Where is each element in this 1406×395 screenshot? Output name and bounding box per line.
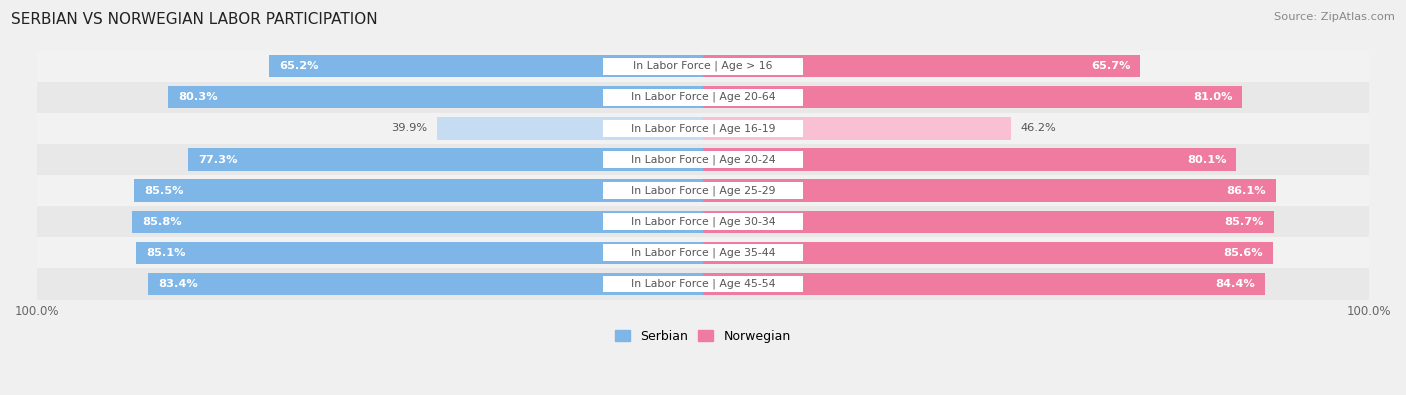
Bar xyxy=(136,242,703,264)
Bar xyxy=(703,86,1243,109)
Text: 65.7%: 65.7% xyxy=(1091,61,1130,71)
Bar xyxy=(37,144,1369,175)
Text: 77.3%: 77.3% xyxy=(198,154,238,164)
Text: 39.9%: 39.9% xyxy=(391,123,427,134)
Text: 86.1%: 86.1% xyxy=(1226,186,1267,196)
Bar xyxy=(603,213,803,230)
Bar xyxy=(37,51,1369,82)
Text: 81.0%: 81.0% xyxy=(1192,92,1232,102)
Text: In Labor Force | Age 16-19: In Labor Force | Age 16-19 xyxy=(631,123,775,134)
Text: In Labor Force | Age 30-34: In Labor Force | Age 30-34 xyxy=(631,216,775,227)
Bar xyxy=(37,82,1369,113)
Bar xyxy=(703,148,1236,171)
Bar xyxy=(37,175,1369,206)
Bar xyxy=(703,211,1274,233)
Text: 84.4%: 84.4% xyxy=(1215,279,1256,289)
Text: 80.1%: 80.1% xyxy=(1187,154,1226,164)
Text: In Labor Force | Age 20-64: In Labor Force | Age 20-64 xyxy=(631,92,775,102)
Bar xyxy=(603,120,803,137)
Bar xyxy=(269,55,703,77)
Bar xyxy=(703,117,1011,139)
Bar xyxy=(603,245,803,261)
Text: In Labor Force | Age 25-29: In Labor Force | Age 25-29 xyxy=(631,185,775,196)
Text: In Labor Force | Age 35-44: In Labor Force | Age 35-44 xyxy=(631,248,775,258)
Text: 46.2%: 46.2% xyxy=(1021,123,1056,134)
Bar xyxy=(37,206,1369,237)
Bar xyxy=(37,269,1369,299)
Text: In Labor Force | Age > 16: In Labor Force | Age > 16 xyxy=(633,61,773,71)
Bar xyxy=(703,242,1272,264)
Text: 83.4%: 83.4% xyxy=(157,279,197,289)
Bar xyxy=(703,179,1277,202)
Bar xyxy=(134,179,703,202)
Text: 65.2%: 65.2% xyxy=(278,61,318,71)
Bar xyxy=(437,117,703,139)
Text: In Labor Force | Age 20-24: In Labor Force | Age 20-24 xyxy=(631,154,775,165)
Bar xyxy=(148,273,703,295)
Bar xyxy=(603,89,803,105)
Text: Source: ZipAtlas.com: Source: ZipAtlas.com xyxy=(1274,12,1395,22)
Bar xyxy=(169,86,703,109)
Bar xyxy=(603,58,803,75)
Legend: Serbian, Norwegian: Serbian, Norwegian xyxy=(610,325,796,348)
Bar xyxy=(703,273,1265,295)
Bar xyxy=(37,113,1369,144)
Bar xyxy=(132,211,703,233)
Text: 85.8%: 85.8% xyxy=(142,217,181,227)
Bar xyxy=(188,148,703,171)
Bar xyxy=(603,276,803,292)
Bar xyxy=(603,182,803,199)
Text: SERBIAN VS NORWEGIAN LABOR PARTICIPATION: SERBIAN VS NORWEGIAN LABOR PARTICIPATION xyxy=(11,12,378,27)
Text: 85.6%: 85.6% xyxy=(1223,248,1263,258)
Text: 85.7%: 85.7% xyxy=(1225,217,1264,227)
Bar xyxy=(703,55,1140,77)
Text: In Labor Force | Age 45-54: In Labor Force | Age 45-54 xyxy=(631,279,775,289)
Bar xyxy=(37,237,1369,269)
Bar xyxy=(603,151,803,168)
Text: 85.5%: 85.5% xyxy=(143,186,183,196)
Text: 80.3%: 80.3% xyxy=(179,92,218,102)
Text: 85.1%: 85.1% xyxy=(146,248,186,258)
